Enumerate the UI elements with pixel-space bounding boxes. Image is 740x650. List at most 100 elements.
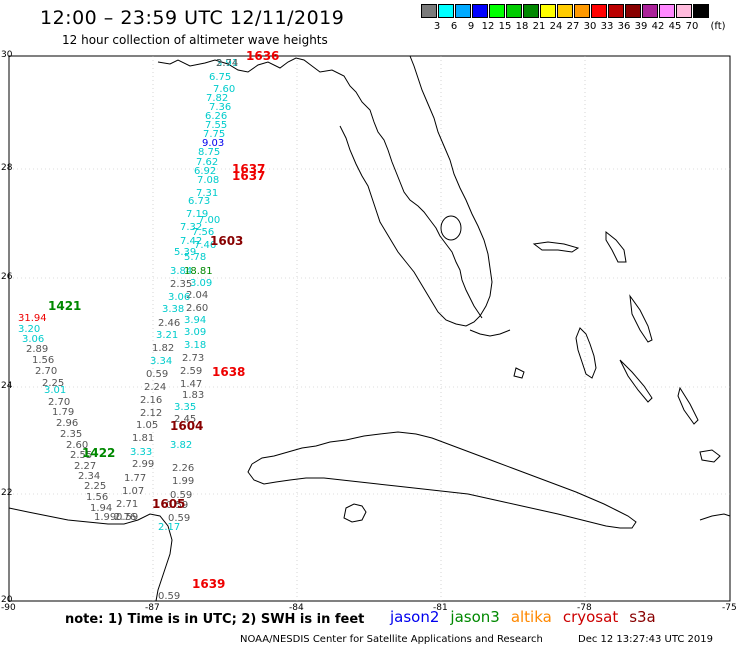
wave-height-label: 1.56: [86, 492, 108, 503]
colorbar-swatch: [574, 4, 590, 18]
legend-s3a: s3a: [629, 608, 656, 626]
latitude-label: 22: [1, 488, 13, 498]
wave-height-label: 0.59: [116, 512, 138, 523]
wave-height-label: 1.83: [182, 390, 204, 401]
colorbar-label: 33: [600, 21, 614, 32]
wave-height-label: 2.12: [140, 408, 162, 419]
grand-bahama: [532, 241, 580, 253]
wave-height-label: 3.35: [174, 402, 196, 413]
colorbar-label: 36: [617, 21, 631, 32]
wave-height-label: 3.38: [162, 304, 184, 315]
wave-height-label: 31.94: [18, 313, 47, 324]
wave-height-label: 2.70: [48, 397, 70, 408]
colorbar-label: 3: [433, 21, 441, 32]
colorbar-label: 70: [685, 21, 699, 32]
wave-height-label: 2.89: [26, 344, 48, 355]
wave-height-label: 3.84: [170, 266, 192, 277]
wave-height-label: 1.81: [132, 433, 154, 444]
wave-height-label: 7.42: [180, 236, 202, 247]
pass-time-label: 1605: [152, 497, 185, 511]
wave-height-label: 2.34: [78, 471, 100, 482]
longitude-label: -75: [722, 603, 737, 613]
florida-keys: [469, 329, 511, 337]
colorbar-label: 15: [498, 21, 512, 32]
cuba: [247, 431, 637, 529]
colorbar-swatch: [421, 4, 437, 18]
wave-height-label: 5.39: [174, 247, 196, 258]
legend-jason3: jason3: [450, 608, 500, 626]
legend-cryosat: cryosat: [562, 608, 619, 626]
wave-height-label: 7.08: [197, 175, 219, 186]
wave-height-label: 2.70: [35, 366, 57, 377]
gulf-coast: [157, 57, 483, 319]
colorbar-swatch: [489, 4, 505, 18]
colorbar-swatch: [455, 4, 471, 18]
yucatan-coast: [8, 507, 173, 602]
andros-island: [575, 327, 597, 379]
wave-height-label: 7.75: [203, 129, 225, 140]
colorbar-unit: (ft): [710, 21, 726, 32]
pass-time-label: 1604: [170, 419, 203, 433]
wave-height-label: 7.36: [209, 102, 231, 113]
wave-height-label: 7.00: [198, 215, 220, 226]
wave-height-label: 2.46: [158, 318, 180, 329]
wave-height-label: 1.77: [124, 473, 146, 484]
pass-time-label: 1639: [192, 577, 225, 591]
wave-height-label: 9.03: [202, 138, 224, 149]
wave-height-label: 7.56: [192, 227, 214, 238]
wave-height-label: 2.74: [216, 58, 238, 69]
wave-height-label: 3.18: [184, 340, 206, 351]
longitude-label: -81: [433, 603, 448, 613]
wave-height-label: 3.91: [216, 58, 238, 69]
colorbar-label: 18: [515, 21, 529, 32]
wave-height-label: 3.33: [130, 447, 152, 458]
long-island: [677, 386, 699, 425]
satellite-legend: jason2 jason3 altika cryosat s3a: [390, 608, 667, 626]
latitude-label: 26: [1, 272, 13, 282]
colorbar-swatch: [523, 4, 539, 18]
wave-height-label: 2.99: [132, 459, 154, 470]
graticule: [9, 56, 730, 601]
colorbar-swatch: [659, 4, 675, 18]
longitude-label: -84: [289, 603, 304, 613]
wave-height-label: 7.55: [205, 120, 227, 131]
map-subtitle: 12 hour collection of altimeter wave hei…: [62, 33, 328, 47]
wave-height-label: 3.09: [190, 278, 212, 289]
wave-height-label: 2.71: [116, 499, 138, 510]
wave-height-label: 3.82: [170, 440, 192, 451]
colorbar-swatch: [472, 4, 488, 18]
great-inagua: [699, 449, 721, 463]
longitude-label: -78: [577, 603, 592, 613]
map-frame: [8, 55, 731, 602]
map-title: 12:00 – 23:59 UTC 12/11/2019: [40, 7, 345, 29]
wave-height-label: 2.35: [60, 429, 82, 440]
wave-height-label: 6.73: [188, 196, 210, 207]
colorbar-swatch: [540, 4, 556, 18]
wave-height-label: 7.19: [186, 209, 208, 220]
wave-height-label: 3.21: [156, 330, 178, 341]
coastlines: [8, 55, 731, 602]
latitude-label: 30: [1, 50, 13, 60]
wave-height-label: 6.75: [209, 72, 231, 83]
wave-height-label: 3.06: [22, 334, 44, 345]
isla-juventud: [343, 503, 367, 523]
pass-time-label: 1637: [232, 162, 265, 176]
wave-height-label: 6.26: [205, 111, 227, 122]
colorbar-swatch: [642, 4, 658, 18]
cay-sal: [513, 367, 525, 379]
credit-line: NOAA/NESDIS Center for Satellite Applica…: [240, 634, 543, 645]
wave-height-label: 3.09: [184, 327, 206, 338]
wave-height-label: 6.92: [194, 166, 216, 177]
pass-time-label: 1603: [210, 234, 243, 248]
pass-time-label: 1421: [48, 299, 81, 313]
wave-height-label: 2.35: [170, 279, 192, 290]
pass-time-label: 1636: [246, 49, 279, 63]
wave-height-label: 2.60: [66, 440, 88, 451]
wave-height-label: 2.55: [70, 450, 92, 461]
colorbar-swatch: [608, 4, 624, 18]
wave-height-label: 2.24: [144, 382, 166, 393]
lake-okeechobee: [440, 215, 462, 241]
wave-height-label: 1.82: [152, 343, 174, 354]
colorbar-swatch: [557, 4, 573, 18]
abaco: [605, 230, 627, 263]
